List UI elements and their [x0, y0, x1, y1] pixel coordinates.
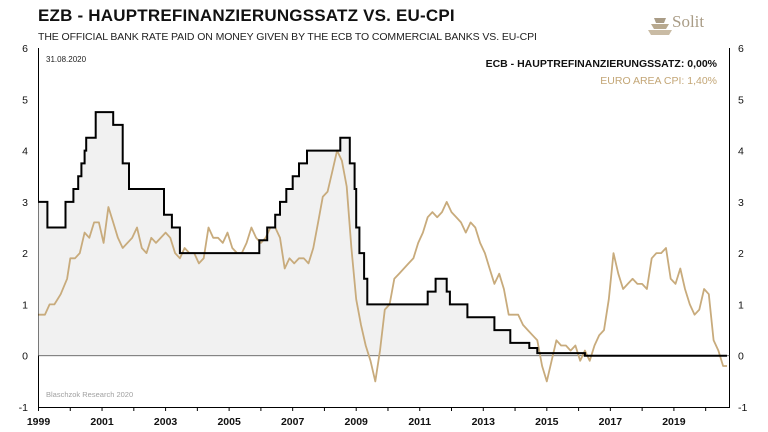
y-tick-label-left: 5	[22, 94, 28, 106]
x-tick-label: 2009	[345, 416, 369, 428]
y-tick-label-left: 0	[22, 351, 28, 363]
stacked-gold-bars-icon	[648, 18, 672, 35]
series-line-ecb	[38, 111, 727, 357]
x-tick-label: 2013	[472, 416, 496, 428]
x-tick-label: 1999	[27, 416, 51, 428]
y-tick-label-right: 4	[738, 146, 744, 158]
x-tick-label: 2019	[662, 416, 686, 428]
x-tick-label: 2017	[599, 416, 623, 428]
y-tick-label-right: 0	[738, 351, 744, 363]
y-tick-label-right: 6	[738, 43, 744, 55]
y-tick-label-left: 4	[22, 146, 28, 158]
y-tick-label-left: 1	[22, 299, 28, 311]
solit-logo-text: Solit	[672, 12, 705, 31]
series-line-cpi	[38, 149, 727, 383]
chart-subtitle: THE OFFICIAL BANK RATE PAID ON MONEY GIV…	[38, 31, 537, 43]
x-tick-label: 2003	[154, 416, 178, 428]
legend-cpi-label: EURO AREA CPI: 1,40%	[600, 75, 717, 87]
y-tick-label-left: 2	[22, 248, 28, 260]
date-label: 31.08.2020	[46, 55, 87, 64]
x-tick-label: 2007	[281, 416, 305, 428]
y-tick-label-left: -1	[19, 402, 28, 414]
x-tick-label: 2005	[217, 416, 241, 428]
y-tick-label-right: 3	[738, 197, 744, 209]
source-label: Blaschzok Research 2020	[46, 390, 133, 399]
x-tick-label: 2011	[408, 416, 431, 428]
y-tick-label-left: 6	[22, 43, 28, 55]
x-tick-label: 2001	[90, 416, 114, 428]
y-tick-label-right: 2	[738, 248, 744, 260]
ecb-area-fill	[38, 112, 727, 356]
x-tick-label: 2015	[535, 416, 559, 428]
y-tick-label-right: 1	[738, 299, 744, 311]
chart-title: EZB - HAUPTREFINANZIERUNGSSATZ VS. EU-CP…	[38, 6, 455, 25]
y-tick-label-right: -1	[738, 402, 747, 414]
y-tick-label-right: 5	[738, 94, 744, 106]
y-tick-label-left: 3	[22, 197, 28, 209]
legend-ecb-label: ECB - HAUPTREFINANZIERUNGSSATZ: 0,00%	[486, 58, 718, 70]
